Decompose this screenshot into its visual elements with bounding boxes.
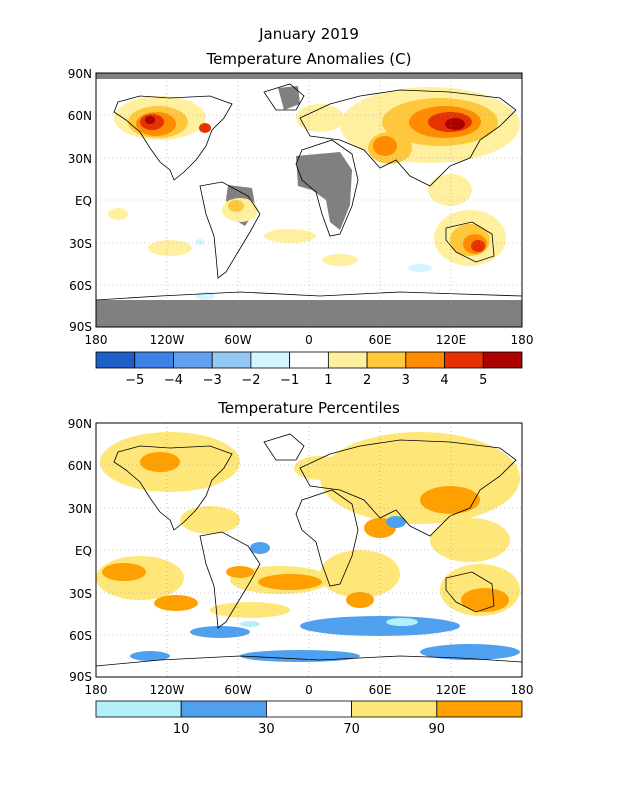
legend-swatch [180,700,267,718]
legend-swatch [289,351,329,369]
coastlines [96,83,522,301]
legend-swatch [351,700,438,718]
legend-swatch [405,351,445,369]
lat-label: 90S [69,320,92,334]
legend-label: −3 [203,373,222,388]
lat-label: 90S [69,670,92,684]
lat-label: 90N [68,67,92,81]
lat-label: 60S [69,629,92,643]
legend-label: 90 [429,722,446,737]
graticule [96,423,522,677]
legend-swatch [95,700,182,718]
lon-label: 0 [305,683,313,697]
lon-label: 60W [224,333,251,347]
legend-swatch [436,700,523,718]
panel-title: Temperature Anomalies (C) [206,50,412,68]
legend-label: 2 [363,373,371,388]
lat-label: 90N [68,417,92,431]
legend-swatch [250,351,291,369]
percentile-legend: 10 30 70 90 [95,700,523,737]
lat-label: EQ [75,544,92,558]
legend-swatch [482,351,523,369]
lat-label: 60S [69,279,92,293]
legend-swatch [444,351,484,369]
lat-axis: 90N 60N 30N EQ 30S 60S 90S [68,417,92,684]
lon-axis: 180 120W 60W 0 60E 120E 180 [85,683,534,697]
lon-label: 120W [150,683,185,697]
graticule [96,73,522,327]
missing-data-arctic [96,73,522,79]
legend-label: −5 [125,373,144,388]
lon-label: 60E [369,333,392,347]
lon-label: 180 [85,683,108,697]
lon-label: 180 [511,683,534,697]
legend-label: 5 [479,373,487,388]
anomaly-extreme-warm [145,116,465,130]
percentile-below-10 [240,618,418,627]
missing-data-africa [296,152,352,230]
lat-label: 60N [68,459,92,473]
lat-label: 30S [69,587,92,601]
legend-label: 4 [440,373,448,388]
lon-label: 0 [305,333,313,347]
percentile-map: 90N 60N 30N EQ 30S 60S 90S 180 120W 60W … [68,417,534,697]
legend-swatch [95,351,136,369]
legend-label: 3 [402,373,410,388]
legend-label: 10 [173,722,190,737]
legend-label: 1 [324,373,332,388]
anomaly-legend: −5 −4 −3 −2 −1 1 2 3 4 5 [95,351,523,388]
legend-swatch [265,700,352,718]
legend-label: −4 [164,373,183,388]
lon-label: 120W [150,333,185,347]
lat-axis: 90N 60N 30N EQ 30S 60S 90S [68,67,92,334]
legend-swatch [173,351,213,369]
panel-title: Temperature Percentiles [217,399,400,417]
coastlines [96,433,522,667]
lon-label: 60W [224,683,251,697]
lat-label: 30S [69,237,92,251]
lon-label: 120E [436,683,467,697]
legend-label: 70 [343,722,360,737]
legend-label: −1 [280,373,299,388]
legend-label: −2 [241,373,260,388]
lon-label: 180 [511,333,534,347]
legend-swatch [327,351,368,369]
lat-label: 30N [68,152,92,166]
lat-label: 60N [68,109,92,123]
legend-swatch [134,351,174,369]
lon-label: 180 [85,333,108,347]
lon-label: 60E [369,683,392,697]
lat-label: EQ [75,194,92,208]
anomaly-map: 90N 60N 30N EQ 30S 60S 90S 180 120W 60W … [68,67,534,347]
lat-label: 30N [68,502,92,516]
month-title: January 2019 [258,25,359,43]
lon-label: 120E [436,333,467,347]
missing-data-greenland [278,86,300,110]
legend-swatch [211,351,252,369]
legend-label: 30 [258,722,275,737]
legend-swatch [366,351,407,369]
lon-axis: 180 120W 60W 0 60E 120E 180 [85,333,534,347]
percentile-above-90 [102,452,509,612]
